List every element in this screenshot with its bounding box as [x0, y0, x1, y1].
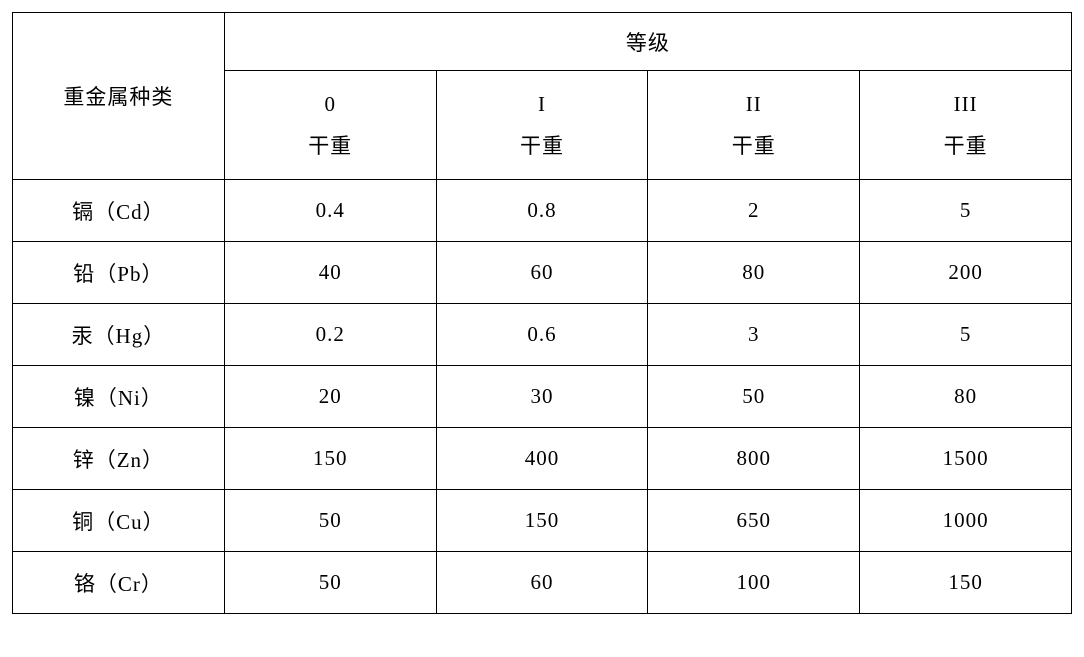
cell-value: 0.8 [436, 180, 648, 242]
level-sublabel: 干重 [437, 125, 648, 167]
table-row: 锌（Zn） 150 400 800 1500 [13, 428, 1072, 490]
row-label: 镉（Cd） [13, 180, 225, 242]
table-row: 镉（Cd） 0.4 0.8 2 5 [13, 180, 1072, 242]
table-row: 镍（Ni） 20 30 50 80 [13, 366, 1072, 428]
cell-value: 1000 [860, 490, 1072, 552]
row-label: 铅（Pb） [13, 242, 225, 304]
row-label: 铬（Cr） [13, 552, 225, 614]
table-body: 镉（Cd） 0.4 0.8 2 5 铅（Pb） 40 60 80 200 汞（H… [13, 180, 1072, 614]
cell-value: 5 [860, 180, 1072, 242]
row-label: 镍（Ni） [13, 366, 225, 428]
level-number: 0 [225, 83, 436, 125]
cell-value: 5 [860, 304, 1072, 366]
cell-value: 0.4 [224, 180, 436, 242]
header-level-3: III 干重 [860, 71, 1072, 180]
header-level-0: 0 干重 [224, 71, 436, 180]
cell-value: 50 [224, 552, 436, 614]
cell-value: 80 [860, 366, 1072, 428]
cell-value: 3 [648, 304, 860, 366]
header-level-1: I 干重 [436, 71, 648, 180]
cell-value: 0.2 [224, 304, 436, 366]
cell-value: 150 [436, 490, 648, 552]
table-row: 汞（Hg） 0.2 0.6 3 5 [13, 304, 1072, 366]
header-level-2: II 干重 [648, 71, 860, 180]
cell-value: 30 [436, 366, 648, 428]
table-row: 铬（Cr） 50 60 100 150 [13, 552, 1072, 614]
cell-value: 60 [436, 242, 648, 304]
level-sublabel: 干重 [648, 125, 859, 167]
cell-value: 20 [224, 366, 436, 428]
header-row-group: 重金属种类 等级 [13, 13, 1072, 71]
cell-value: 2 [648, 180, 860, 242]
level-number: II [648, 83, 859, 125]
table-row: 铜（Cu） 50 150 650 1000 [13, 490, 1072, 552]
cell-value: 50 [224, 490, 436, 552]
table-row: 铅（Pb） 40 60 80 200 [13, 242, 1072, 304]
cell-value: 650 [648, 490, 860, 552]
level-number: III [860, 83, 1071, 125]
heavy-metal-table: 重金属种类 等级 0 干重 I 干重 II 干重 III 干重 [12, 12, 1072, 614]
cell-value: 150 [860, 552, 1072, 614]
header-category-label: 重金属种类 [13, 13, 225, 180]
cell-value: 60 [436, 552, 648, 614]
row-label: 汞（Hg） [13, 304, 225, 366]
cell-value: 0.6 [436, 304, 648, 366]
cell-value: 800 [648, 428, 860, 490]
cell-value: 200 [860, 242, 1072, 304]
level-number: I [437, 83, 648, 125]
cell-value: 150 [224, 428, 436, 490]
row-label: 铜（Cu） [13, 490, 225, 552]
cell-value: 400 [436, 428, 648, 490]
cell-value: 80 [648, 242, 860, 304]
table-container: 重金属种类 等级 0 干重 I 干重 II 干重 III 干重 [12, 12, 1072, 614]
level-sublabel: 干重 [860, 125, 1071, 167]
header-group-label: 等级 [224, 13, 1071, 71]
cell-value: 50 [648, 366, 860, 428]
row-label: 锌（Zn） [13, 428, 225, 490]
cell-value: 40 [224, 242, 436, 304]
table-header: 重金属种类 等级 0 干重 I 干重 II 干重 III 干重 [13, 13, 1072, 180]
level-sublabel: 干重 [225, 125, 436, 167]
cell-value: 1500 [860, 428, 1072, 490]
cell-value: 100 [648, 552, 860, 614]
